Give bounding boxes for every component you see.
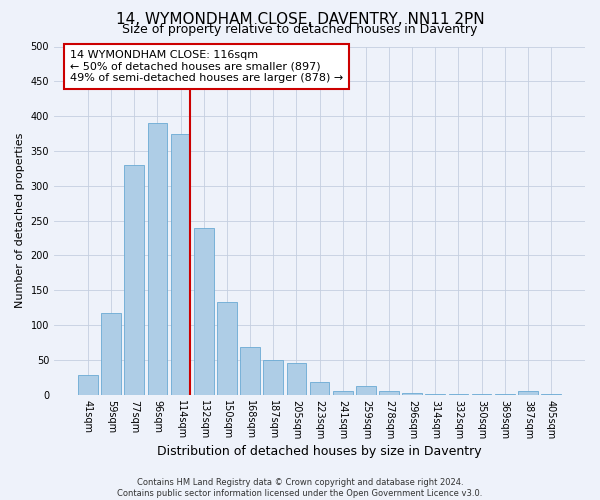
Bar bbox=[263, 360, 283, 394]
Bar bbox=[101, 312, 121, 394]
Bar bbox=[124, 165, 144, 394]
Y-axis label: Number of detached properties: Number of detached properties bbox=[15, 133, 25, 308]
Text: Size of property relative to detached houses in Daventry: Size of property relative to detached ho… bbox=[122, 22, 478, 36]
Text: Contains HM Land Registry data © Crown copyright and database right 2024.
Contai: Contains HM Land Registry data © Crown c… bbox=[118, 478, 482, 498]
Bar bbox=[356, 386, 376, 394]
Bar bbox=[194, 228, 214, 394]
Bar bbox=[379, 391, 399, 394]
Bar bbox=[287, 364, 306, 394]
Text: 14, WYMONDHAM CLOSE, DAVENTRY, NN11 2PN: 14, WYMONDHAM CLOSE, DAVENTRY, NN11 2PN bbox=[116, 12, 484, 28]
Bar bbox=[333, 390, 353, 394]
Bar bbox=[518, 390, 538, 394]
Bar bbox=[78, 375, 98, 394]
X-axis label: Distribution of detached houses by size in Daventry: Distribution of detached houses by size … bbox=[157, 444, 482, 458]
Bar bbox=[217, 302, 237, 394]
Bar bbox=[240, 348, 260, 395]
Bar bbox=[171, 134, 190, 394]
Bar bbox=[148, 123, 167, 394]
Text: 14 WYMONDHAM CLOSE: 116sqm
← 50% of detached houses are smaller (897)
49% of sem: 14 WYMONDHAM CLOSE: 116sqm ← 50% of deta… bbox=[70, 50, 343, 83]
Bar bbox=[310, 382, 329, 394]
